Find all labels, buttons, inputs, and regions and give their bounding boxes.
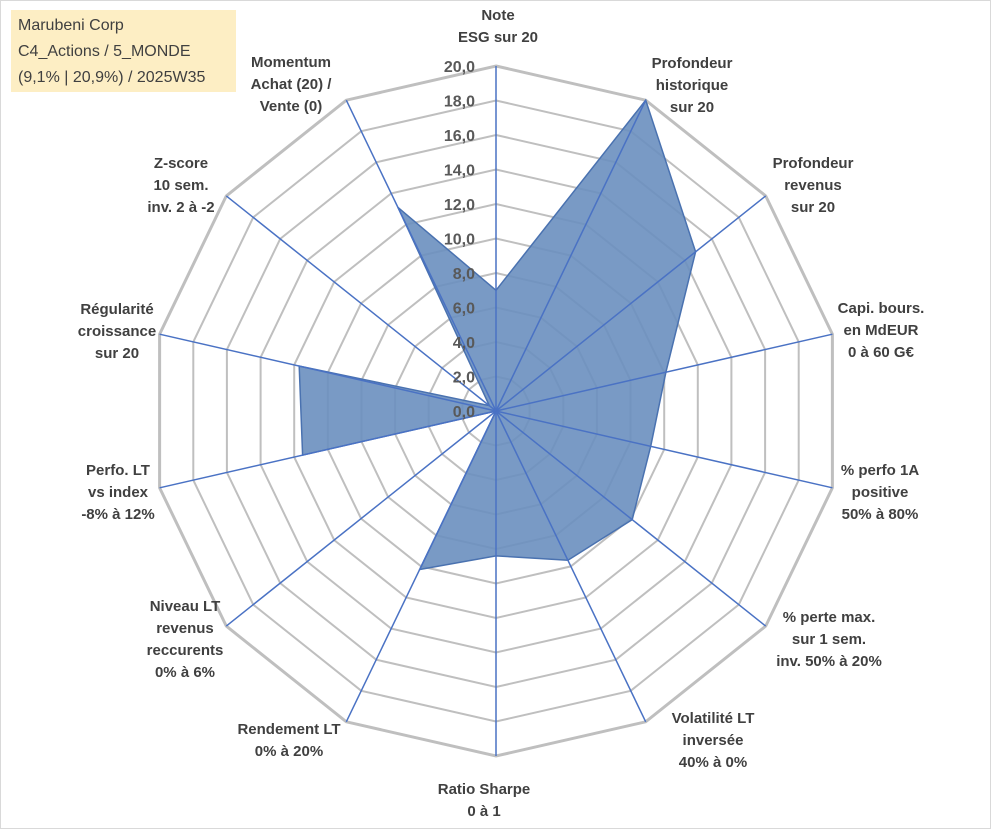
axis-label: Momentum Achat (20) / Vente (0) <box>251 54 333 115</box>
axis-label-line: Capi. bours. <box>838 300 925 317</box>
axis-label-line: Régularité <box>80 301 153 318</box>
axis-label-line: 0% à 20% <box>255 743 323 760</box>
axis-label: Profondeur historique sur 20 <box>652 55 733 116</box>
chart-info-box: Marubeni Corp C4_Actions / 5_MONDE (9,1%… <box>11 10 236 92</box>
portfolio-label: C4_Actions / 5_MONDE <box>18 43 191 60</box>
axis-label-line: 40% à 0% <box>679 754 747 771</box>
axis-label-line: positive <box>852 484 909 501</box>
axis-label: Volatilité LT inversée 40% à 0% <box>672 710 755 771</box>
axis-spoke <box>159 410 497 489</box>
axis-spoke <box>495 195 767 412</box>
axis-spoke <box>159 333 497 412</box>
axis-spoke <box>495 410 647 723</box>
axis-label-line: Profondeur <box>652 55 733 72</box>
tick-label: 14,0 <box>444 163 475 180</box>
axis-label-line: inversée <box>683 732 744 749</box>
axis-label: Niveau LT revenus reccurents 0% à 6% <box>147 598 224 681</box>
axis-label-line: 0 à 60 G€ <box>848 344 915 361</box>
axis-label-line: croissance <box>78 323 156 340</box>
axis-label-line: 50% à 80% <box>842 506 919 523</box>
tick-label: 6,0 <box>453 301 475 318</box>
axis-label: Profondeur revenus sur 20 <box>773 155 854 216</box>
axis-label-line: reccurents <box>147 642 224 659</box>
tick-label: 16,0 <box>444 128 475 145</box>
axis-label: % perfo 1A positive 50% à 80% <box>841 462 920 523</box>
score-period-label: (9,1% | 20,9%) / 2025W35 <box>18 69 206 86</box>
axis-label-line: Volatilité LT <box>672 710 755 727</box>
axis-label-line: Ratio Sharpe <box>438 781 531 798</box>
axis-label: Rendement LT 0% à 20% <box>237 721 340 760</box>
axis-spoke <box>495 99 647 412</box>
axis-label-line: 0% à 6% <box>155 664 215 681</box>
tick-label: 10,0 <box>444 232 475 249</box>
axis-label-line: sur 1 sem. <box>792 631 866 648</box>
company-name: Marubeni Corp <box>18 17 124 34</box>
axis-spoke <box>345 410 497 723</box>
axis-spoke <box>495 410 767 627</box>
axis-label: Régularité croissance sur 20 <box>78 301 156 362</box>
axis-label: % perte max. sur 1 sem. inv. 50% à 20% <box>776 609 882 670</box>
axis-label-line: sur 20 <box>95 345 139 362</box>
tick-label: 2,0 <box>453 370 475 387</box>
axis-label-line: Achat (20) / <box>251 76 333 93</box>
tick-label: 12,0 <box>444 197 475 214</box>
tick-label: 20,0 <box>444 59 475 76</box>
axis-label-line: revenus <box>784 177 842 194</box>
axis-label-line: inv. 50% à 20% <box>776 653 882 670</box>
axis-label-line: en MdEUR <box>844 322 919 339</box>
axis-label: Perfo. LT vs index -8% à 12% <box>81 462 154 523</box>
axis-label: Ratio Sharpe 0 à 1 <box>438 781 531 820</box>
tick-label: 4,0 <box>453 335 475 352</box>
axis-spoke <box>225 195 497 412</box>
axis-spoke <box>495 410 833 489</box>
axis-label-line: 0 à 1 <box>467 803 500 820</box>
axis-spoke <box>345 99 497 412</box>
axis-label-line: vs index <box>88 484 149 501</box>
axis-label-line: 10 sem. <box>153 177 208 194</box>
axis-spoke <box>225 410 497 627</box>
axis-label-line: historique <box>656 77 729 94</box>
axis-label-line: Rendement LT <box>237 721 340 738</box>
axis-label-line: Momentum <box>251 54 331 71</box>
axis-label-line: inv. 2 à -2 <box>147 199 214 216</box>
axis-label: Capi. bours. en MdEUR 0 à 60 G€ <box>838 300 925 361</box>
tick-label: 0,0 <box>453 404 475 421</box>
axis-label-line: ESG sur 20 <box>458 29 538 46</box>
tick-label: 8,0 <box>453 266 475 283</box>
axis-label-line: revenus <box>156 620 214 637</box>
axis-label: Z-score 10 sem. inv. 2 à -2 <box>147 155 214 216</box>
axis-label: Note ESG sur 20 <box>458 7 538 46</box>
axis-label-line: Perfo. LT <box>86 462 150 479</box>
axis-label-line: sur 20 <box>791 199 835 216</box>
axis-label-line: -8% à 12% <box>81 506 154 523</box>
axis-label-line: Z-score <box>154 155 208 172</box>
axis-label-line: Profondeur <box>773 155 854 172</box>
axis-label-line: Niveau LT <box>150 598 221 615</box>
axis-label-line: sur 20 <box>670 99 714 116</box>
axis-label-line: Note <box>481 7 514 24</box>
tick-label: 18,0 <box>444 94 475 111</box>
axis-label-line: Vente (0) <box>260 98 323 115</box>
axis-spoke <box>495 333 833 412</box>
axis-label-line: % perte max. <box>783 609 876 626</box>
axis-label-line: % perfo 1A <box>841 462 920 479</box>
